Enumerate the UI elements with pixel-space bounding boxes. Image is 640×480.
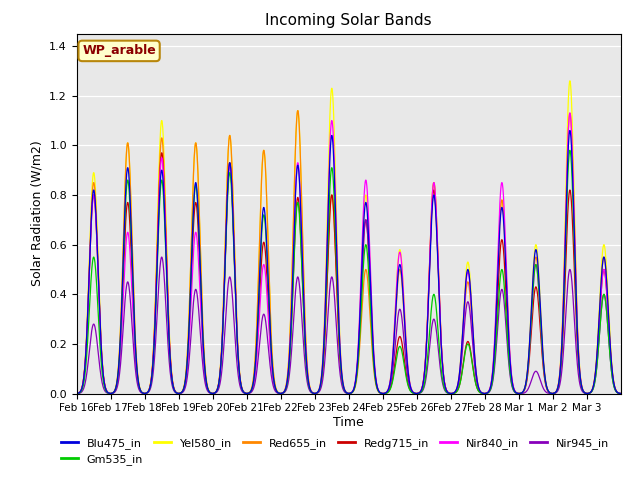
Title: Incoming Solar Bands: Incoming Solar Bands — [266, 13, 432, 28]
Text: WP_arable: WP_arable — [82, 44, 156, 58]
Y-axis label: Solar Radiation (W/m2): Solar Radiation (W/m2) — [31, 141, 44, 287]
X-axis label: Time: Time — [333, 416, 364, 429]
Legend: Blu475_in, Gm535_in, Yel580_in, Red655_in, Redg715_in, Nir840_in, Nir945_in: Blu475_in, Gm535_in, Yel580_in, Red655_i… — [57, 433, 613, 469]
